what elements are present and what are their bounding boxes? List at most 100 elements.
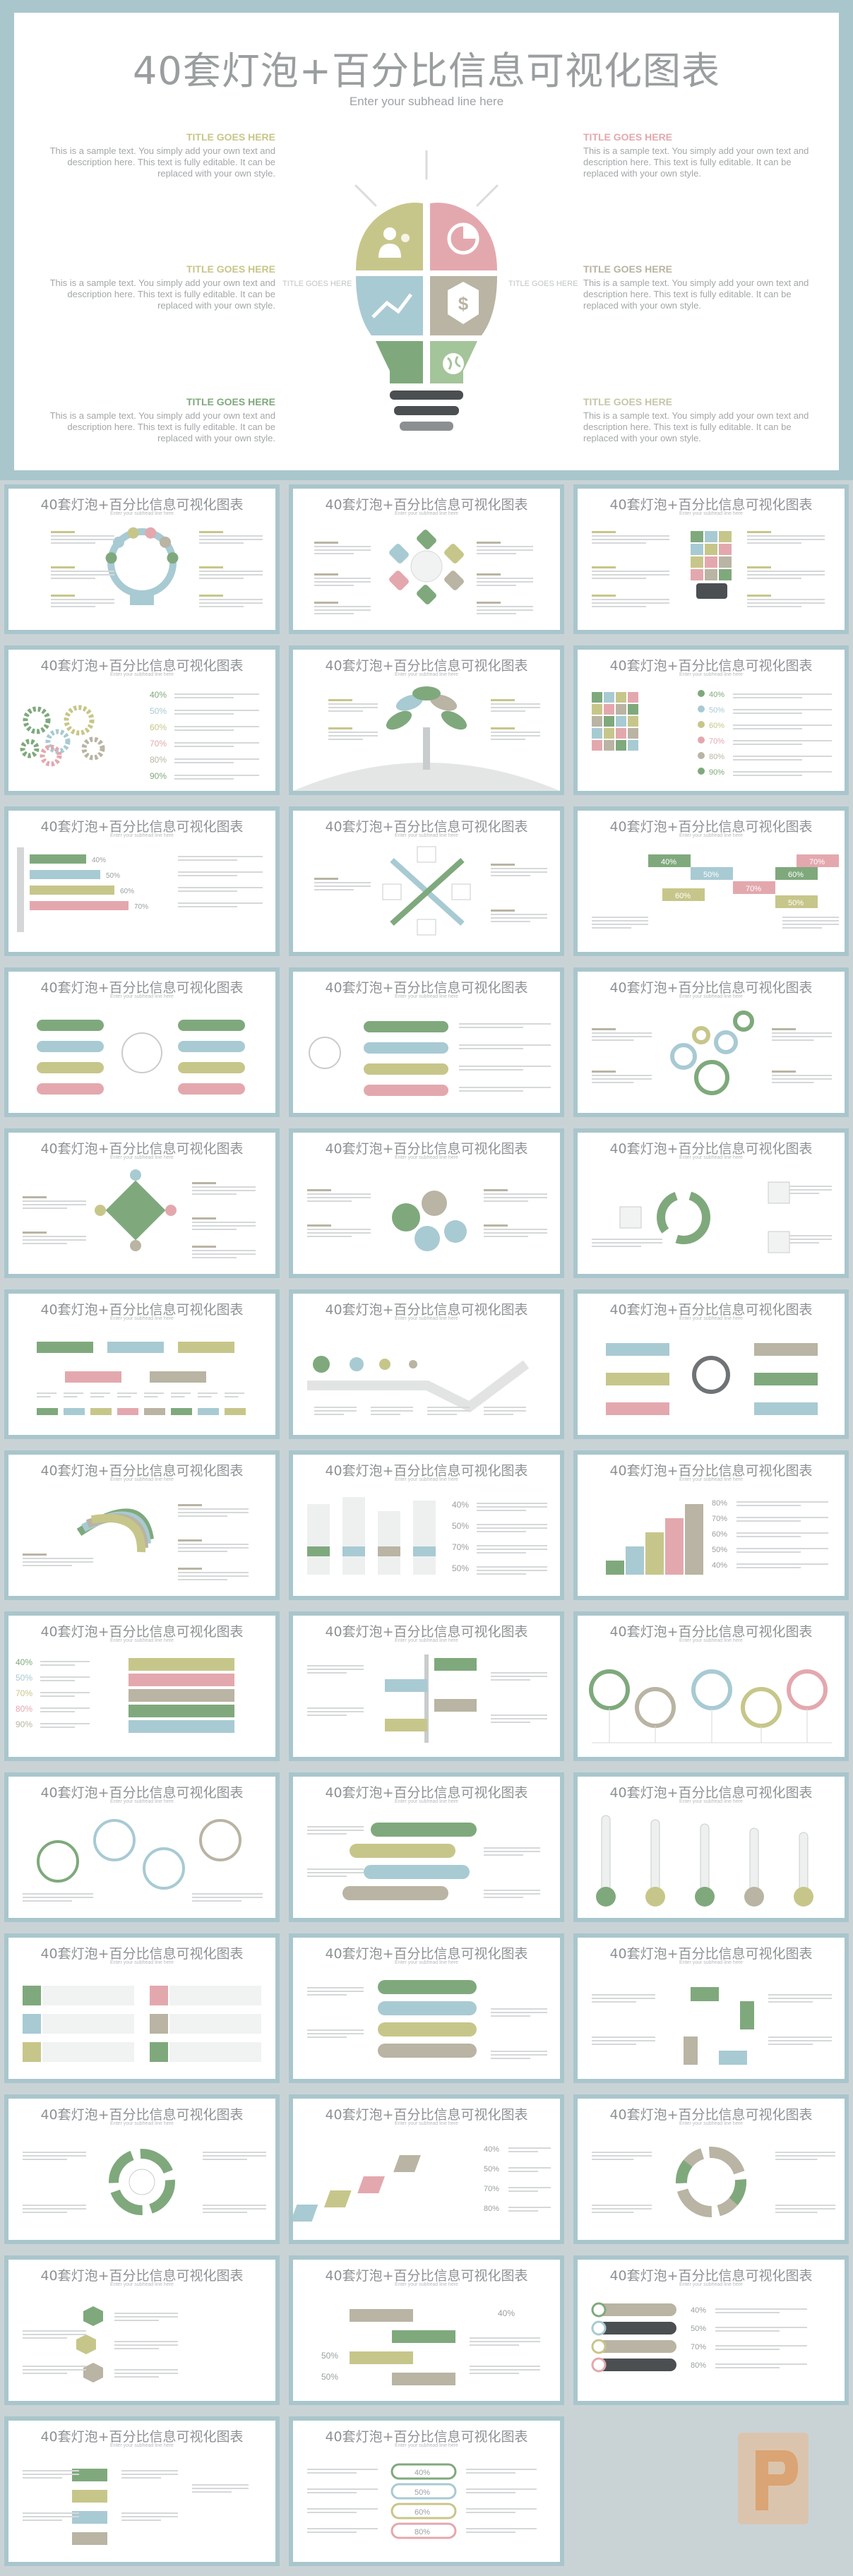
mini-heading <box>484 1224 508 1227</box>
slide-thumbnail[interactable]: 40套灯泡+百分比信息可视化图表 Enter your subhead line … <box>289 2094 564 2244</box>
slide-thumbnail[interactable]: 40套灯泡+百分比信息可视化图表 Enter your subhead line … <box>4 1933 280 2083</box>
percent-label: 40% <box>452 1500 469 1510</box>
text-line <box>789 1193 819 1194</box>
thumbnail-subtitle: Enter your subhead line here <box>679 1638 743 1643</box>
text-line <box>40 1661 90 1662</box>
text-line <box>427 1414 457 1415</box>
mini-heading <box>51 566 75 568</box>
capsule <box>390 2483 457 2500</box>
thumbnail-subtitle: Enter your subhead line here <box>110 1477 174 1482</box>
text-line <box>198 1396 212 1397</box>
bulb-tile <box>705 544 717 555</box>
slide-thumbnail[interactable]: 40套灯泡+百分比信息可视化图表 Enter your subhead line … <box>573 1611 849 1761</box>
text-line <box>484 1851 540 1852</box>
text-line <box>171 1393 191 1394</box>
text-line <box>314 882 371 883</box>
thermometer-bulb <box>596 1887 616 1907</box>
slide-thumbnail[interactable]: 40套灯泡+百分比信息可视化图表 Enter your subhead line … <box>4 484 280 634</box>
slide-thumbnail[interactable]: 40套灯泡+百分比信息可视化图表 Enter your subhead line … <box>4 1611 280 1761</box>
slide-thumbnail[interactable]: 40套灯泡+百分比信息可视化图表 Enter your subhead line … <box>289 1772 564 1922</box>
thumbnail-subtitle: Enter your subhead line here <box>679 1316 743 1321</box>
text-line <box>23 2330 86 2332</box>
percent-label: 50% <box>452 1521 469 1531</box>
text-line <box>307 1876 347 1877</box>
slide-thumbnail[interactable]: 40套灯泡+百分比信息可视化图表 Enter your subhead line … <box>289 1933 564 2083</box>
social-tab <box>606 1402 669 1415</box>
slide-thumbnail[interactable]: 40套灯泡+百分比信息可视化图表 Enter your subhead line … <box>4 2255 280 2405</box>
slide-thumbnail[interactable]: 40套灯泡+百分比信息可视化图表 Enter your subhead line … <box>573 1772 849 1922</box>
slide-thumbnail[interactable]: 40套灯泡+百分比信息可视化图表 Enter your subhead line … <box>4 645 280 795</box>
slide-thumbnail[interactable]: 40套灯泡+百分比信息可视化图表 Enter your subhead line … <box>4 1128 280 1278</box>
slide-thumbnail[interactable]: 40套灯泡+百分比信息可视化图表 Enter your subhead line … <box>573 967 849 1117</box>
diamond-node <box>417 530 436 549</box>
slide-thumbnail[interactable]: 40套灯泡+百分比信息可视化图表 Enter your subhead line … <box>289 1450 564 1600</box>
thumbnail-title: 40套灯泡+百分比信息可视化图表 <box>609 1785 813 1801</box>
slide-thumbnail[interactable]: 40套灯泡+百分比信息可视化图表 Enter your subhead line … <box>573 1450 849 1600</box>
text-line <box>491 1676 547 1677</box>
percent-label: 50% <box>150 706 167 716</box>
slide-thumbnail[interactable]: 40套灯泡+百分比信息可视化图表 Enter your subhead line … <box>289 967 564 1117</box>
slide-thumbnail[interactable]: 40套灯泡+百分比信息可视化图表 Enter your subhead line … <box>573 806 849 956</box>
slide-thumbnail[interactable]: 40套灯泡+百分比信息可视化图表 Enter your subhead line … <box>573 484 849 634</box>
text-line <box>40 1664 75 1666</box>
slide-thumbnail[interactable]: 40套灯泡+百分比信息可视化图表 Enter your subhead line … <box>289 2255 564 2405</box>
text-line <box>314 549 371 551</box>
slide-thumbnail[interactable]: 40套灯泡+百分比信息可视化图表 Enter your subhead line … <box>4 2094 280 2244</box>
slide-thumbnail[interactable]: 40套灯泡+百分比信息可视化图表 Enter your subhead line … <box>289 1611 564 1761</box>
bulb-node <box>112 536 124 548</box>
slide-thumbnail[interactable]: 40套灯泡+百分比信息可视化图表 Enter your subhead line … <box>573 1128 849 1278</box>
slide-thumbnail[interactable]: 40套灯泡+百分比信息可视化图表 Enter your subhead line … <box>4 2416 280 2566</box>
cylinder-band <box>307 1546 330 1556</box>
slide-thumbnail[interactable]: 40套灯泡+百分比信息可视化图表 Enter your subhead line … <box>289 1289 564 1439</box>
text-line <box>314 889 354 890</box>
text-line <box>477 1503 547 1504</box>
slide-thumbnail[interactable]: 40套灯泡+百分比信息可视化图表 Enter your subhead line … <box>4 1772 280 1922</box>
text-line <box>470 2369 540 2371</box>
text-line <box>23 1239 86 1241</box>
text-line <box>178 856 263 857</box>
percent-label: 60% <box>675 892 691 900</box>
dollar-icon: $ <box>448 282 479 324</box>
capsule <box>390 2522 457 2539</box>
slide-thumbnail[interactable]: 40套灯泡+百分比信息可视化图表 Enter your subhead line … <box>573 645 849 795</box>
slide-thumbnail[interactable]: 40套灯泡+百分比信息可视化图表 Enter your subhead line … <box>289 484 564 634</box>
gear-icon <box>23 706 51 734</box>
slide-infographic: 40% 50% 60% 70% 80% 90% <box>20 690 259 781</box>
text-line <box>23 2208 86 2210</box>
text-line <box>307 1669 364 1670</box>
text-line <box>203 2208 266 2210</box>
diamond-node <box>389 571 409 590</box>
slide-thumbnail[interactable]: 40套灯泡+百分比信息可视化图表 Enter your subhead line … <box>289 1128 564 1278</box>
slide-thumbnail[interactable]: 40套灯泡+百分比信息可视化图表 Enter your subhead line … <box>4 967 280 1117</box>
cube-label <box>662 888 705 901</box>
slide-thumbnail[interactable]: 40套灯泡+百分比信息可视化图表 Enter your subhead line … <box>289 806 564 956</box>
thermometer-bulb <box>645 1887 665 1907</box>
percent-label: 60% <box>414 2508 430 2517</box>
snake-bar <box>378 2044 477 2058</box>
slide-thumbnail[interactable]: 40套灯泡+百分比信息可视化图表 Enter your subhead line … <box>573 2094 849 2244</box>
slide-infographic: 40% 50% 60% 70% 80% <box>606 1499 828 1575</box>
percent-label: 80% <box>150 755 167 765</box>
slide-thumbnail[interactable]: 40套灯泡+百分比信息可视化图表 Enter your subhead line … <box>573 1933 849 2083</box>
slide-thumbnail[interactable]: 40套灯泡+百分比信息可视化图表 Enter your subhead line … <box>4 1450 280 1600</box>
thumbnail-title: 40套灯泡+百分比信息可视化图表 <box>325 1302 528 1318</box>
thumbnail-subtitle: Enter your subhead line here <box>395 833 458 838</box>
slide-thumbnail[interactable]: 40套灯泡+百分比信息可视化图表 Enter your subhead line … <box>4 806 280 956</box>
slide-thumbnail[interactable]: 40套灯泡+百分比信息可视化图表 Enter your subhead line … <box>289 2416 564 2566</box>
text-line <box>23 1236 86 1237</box>
slide-thumbnail[interactable]: 40套灯泡+百分比信息可视化图表 Enter your subhead line … <box>573 1289 849 1439</box>
text-line <box>592 539 669 540</box>
thumbnail-subtitle: Enter your subhead line here <box>395 511 458 516</box>
ribbon-bar <box>129 1658 234 1671</box>
slide-thumbnail[interactable]: 40套灯泡+百分比信息可视化图表 Enter your subhead line … <box>4 1289 280 1439</box>
hero-slide: 40套灯泡+百分比信息可视化图表 Enter your subhead line… <box>0 0 853 480</box>
trend-icon <box>371 293 412 318</box>
slide-thumbnail[interactable]: 40套灯泡+百分比信息可视化图表 Enter your subhead line … <box>289 645 564 795</box>
text-line <box>477 1573 526 1575</box>
stair-step <box>685 1504 703 1575</box>
thumbnail-title: 40套灯泡+百分比信息可视化图表 <box>609 980 813 996</box>
text-line <box>328 735 378 737</box>
slide-thumbnail[interactable]: 40套灯泡+百分比信息可视化图表 Enter your subhead line … <box>573 2255 849 2405</box>
center-bulb <box>410 550 443 583</box>
text-line <box>314 1410 357 1412</box>
